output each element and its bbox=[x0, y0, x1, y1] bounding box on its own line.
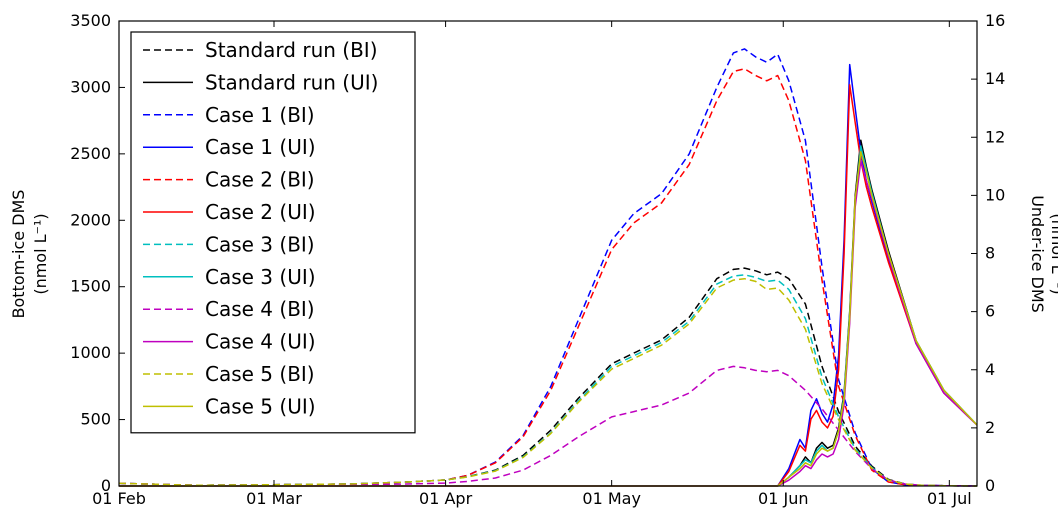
left-y-tick-label: 1000 bbox=[70, 343, 111, 362]
right-y-tick-label: 12 bbox=[985, 127, 1005, 146]
right-y-axis: 0 2 4 6 8 10 12 14 16 bbox=[971, 11, 1005, 495]
left-y-tick-label: 2500 bbox=[70, 144, 111, 163]
left-axis-title: Bottom-ice DMS bbox=[9, 190, 28, 319]
legend-label-1: Standard run (UI) bbox=[205, 70, 378, 94]
x-tick-label: 01 May bbox=[582, 489, 641, 508]
legend-label-7: Case 3 (UI) bbox=[205, 265, 316, 289]
right-axis-unit: (nmol L⁻¹) bbox=[1048, 213, 1058, 294]
legend-label-0: Standard run (BI) bbox=[205, 38, 378, 62]
right-y-tick-label: 2 bbox=[985, 418, 995, 437]
left-y-tick-label: 500 bbox=[80, 410, 111, 429]
x-axis: 01 Feb 01 Mar 01 Apr 01 May 01 Jun 01 Jul bbox=[92, 21, 972, 508]
series-line-10 bbox=[118, 277, 978, 487]
legend-label-6: Case 3 (BI) bbox=[205, 232, 315, 256]
x-tick-label: 01 Jul bbox=[927, 489, 972, 508]
legend-label-9: Case 4 (UI) bbox=[205, 330, 316, 354]
right-y-tick-label: 14 bbox=[985, 69, 1005, 88]
left-y-axis: 0 500 1000 1500 2000 2500 3000 3500 bbox=[70, 11, 125, 495]
series-layer bbox=[118, 48, 978, 487]
left-axis-unit: (nmol L⁻¹) bbox=[31, 213, 50, 294]
legend-label-3: Case 1 (UI) bbox=[205, 135, 316, 159]
right-y-tick-label: 8 bbox=[985, 244, 995, 263]
left-y-tick-label: 3000 bbox=[70, 77, 111, 96]
right-y-tick-label: 16 bbox=[985, 11, 1005, 30]
left-y-tick-label: 1500 bbox=[70, 277, 111, 296]
legend-label-10: Case 5 (BI) bbox=[205, 362, 315, 386]
x-tick-label: 01 Mar bbox=[246, 489, 302, 508]
legend-label-8: Case 4 (BI) bbox=[205, 297, 315, 321]
x-tick-label: 01 Feb bbox=[92, 489, 146, 508]
legend-label-4: Case 2 (BI) bbox=[205, 168, 315, 192]
x-tick-label: 01 Jun bbox=[758, 489, 808, 508]
series-line-5 bbox=[119, 84, 978, 487]
legend-label-5: Case 2 (UI) bbox=[205, 200, 316, 224]
legend: Standard run (BI) Standard run (UI) Case 1… bbox=[130, 31, 416, 434]
right-y-tick-label: 10 bbox=[985, 185, 1005, 204]
right-y-tick-label: 0 bbox=[985, 476, 995, 495]
right-y-tick-label: 6 bbox=[985, 302, 995, 321]
series-line-11 bbox=[119, 151, 978, 487]
series-line-9 bbox=[119, 159, 978, 487]
x-tick-label: 01 Apr bbox=[419, 489, 473, 508]
series-line-8 bbox=[118, 365, 978, 487]
legend-box bbox=[130, 31, 416, 434]
left-y-tick-label: 0 bbox=[101, 476, 111, 495]
right-axis-title: Under-ice DMS bbox=[1028, 195, 1047, 313]
left-y-tick-label: 3500 bbox=[70, 11, 111, 30]
legend-label-2: Case 1 (BI) bbox=[205, 103, 315, 127]
left-y-tick-label: 2000 bbox=[70, 210, 111, 229]
right-y-tick-label: 4 bbox=[985, 360, 995, 379]
legend-label-11: Case 5 (UI) bbox=[205, 394, 316, 418]
